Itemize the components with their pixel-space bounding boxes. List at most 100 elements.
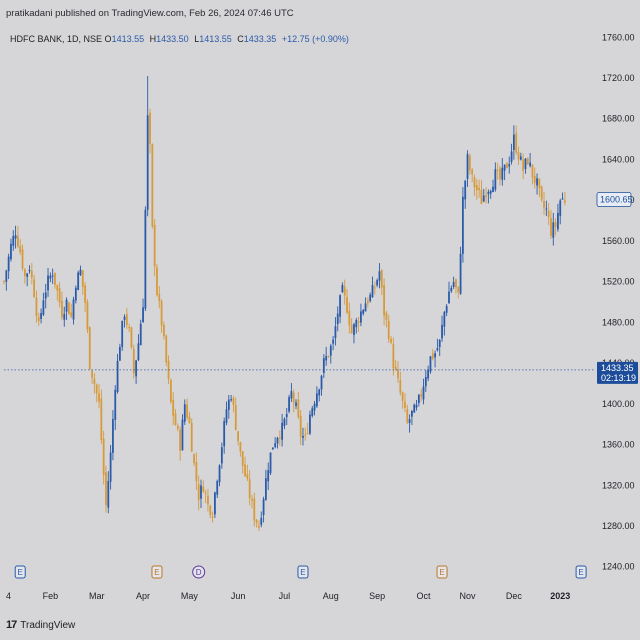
candle-body: [10, 243, 12, 260]
candle-body: [362, 310, 365, 314]
candle-body: [383, 284, 385, 316]
candle-body: [102, 438, 105, 476]
candle-body: [306, 432, 309, 434]
candle-body: [550, 217, 552, 236]
candle-body: [313, 403, 316, 411]
candle-body: [128, 327, 131, 329]
candle-body: [248, 479, 251, 499]
candle-body: [431, 353, 434, 359]
candle-body: [19, 246, 22, 253]
highlight-price-label: 1600.65: [600, 195, 633, 205]
candle-body: [146, 115, 149, 210]
candle-body: [482, 195, 485, 202]
time-tick-label: Jul: [279, 591, 291, 601]
earnings-marker-icon: [575, 565, 587, 579]
time-tick-label: 2023: [550, 591, 570, 601]
candle-body: [61, 300, 63, 318]
candle-body: [434, 353, 436, 358]
candle-body: [30, 270, 33, 278]
dividend-marker-icon: [192, 565, 206, 579]
candle-body: [169, 379, 172, 403]
price-tick-label: 1520.00: [602, 277, 635, 287]
candle-body: [436, 348, 439, 351]
candle-body: [526, 158, 529, 165]
candle-body: [23, 269, 26, 276]
symbol-legend[interactable]: HDFC BANK, 1D, NSE O1413.55 H1433.50 L14…: [10, 34, 349, 44]
candle-body: [179, 429, 182, 451]
candle-body: [95, 384, 98, 394]
candle-body: [480, 190, 483, 205]
candle-body: [271, 447, 274, 450]
candle-body: [112, 419, 114, 453]
candle-body: [218, 465, 221, 483]
candle-body: [320, 375, 323, 390]
candle-body: [114, 389, 117, 420]
candle-body: [522, 159, 525, 171]
high-value: 1433.50: [156, 34, 189, 44]
candle-body: [325, 356, 328, 361]
candle-body: [241, 451, 244, 466]
candle-body: [366, 300, 369, 304]
candle-body: [132, 348, 135, 374]
candle-body: [510, 151, 513, 162]
candle-body: [547, 210, 550, 218]
candle-body: [415, 404, 418, 408]
candle-body: [413, 404, 416, 413]
open-value: 1413.55: [111, 34, 145, 44]
candle-body: [207, 495, 209, 505]
candle-body: [376, 280, 379, 286]
candle-body: [251, 498, 253, 501]
candle-body: [281, 422, 284, 440]
candle-body: [452, 281, 455, 287]
candle-body: [232, 398, 235, 405]
candle-body: [417, 394, 420, 404]
candle-body: [288, 397, 290, 412]
candle-body: [190, 423, 193, 452]
candle-body: [311, 408, 314, 416]
candle-body: [364, 303, 367, 312]
candle-body: [494, 169, 497, 190]
time-axis[interactable]: 4 Feb Mar Apr May Jun Jul Aug Sep Oct Nov Dec 2023: [6, 591, 570, 601]
candle-body: [557, 212, 559, 230]
candle-body: [139, 323, 142, 346]
candle-layer: [3, 75, 566, 532]
candle-body: [318, 389, 321, 396]
candle-body: [142, 307, 144, 323]
candle-body: [181, 419, 184, 451]
candle-body: [492, 186, 494, 192]
candle-body: [84, 285, 87, 303]
candle-body: [466, 154, 469, 179]
candle-body: [455, 279, 457, 288]
price-tick-label: 1240.00: [602, 562, 635, 572]
candle-body: [339, 295, 341, 317]
candle-body: [512, 134, 515, 150]
candle-body: [165, 335, 168, 363]
candle-body: [49, 275, 52, 279]
time-tick-label: Feb: [43, 591, 59, 601]
candle-body: [540, 186, 543, 200]
candle-body: [44, 292, 47, 299]
candle-body: [529, 162, 532, 166]
candle-body: [283, 418, 286, 426]
price-tick-label: 1320.00: [602, 480, 635, 490]
low-value: 1413.55: [199, 34, 232, 44]
candle-body: [369, 294, 372, 302]
candle-body: [295, 402, 297, 406]
change-value: +12.75 (+0.90%): [281, 34, 349, 44]
candle-body: [299, 415, 302, 437]
tradingview-footer[interactable]: 17 TradingView: [6, 619, 75, 631]
candle-body: [135, 360, 138, 377]
candle-body: [54, 272, 56, 285]
candle-body: [533, 175, 536, 184]
candle-body: [304, 434, 307, 436]
candle-body: [309, 414, 311, 434]
candle-body: [515, 133, 518, 153]
time-tick-label: Aug: [323, 591, 339, 601]
time-tick-label: 4: [6, 591, 11, 601]
candle-body: [47, 275, 49, 291]
price-axis[interactable]: 1240.001280.001320.001360.001400.001440.…: [602, 32, 635, 571]
candle-body: [487, 191, 490, 195]
candle-body: [156, 267, 158, 296]
